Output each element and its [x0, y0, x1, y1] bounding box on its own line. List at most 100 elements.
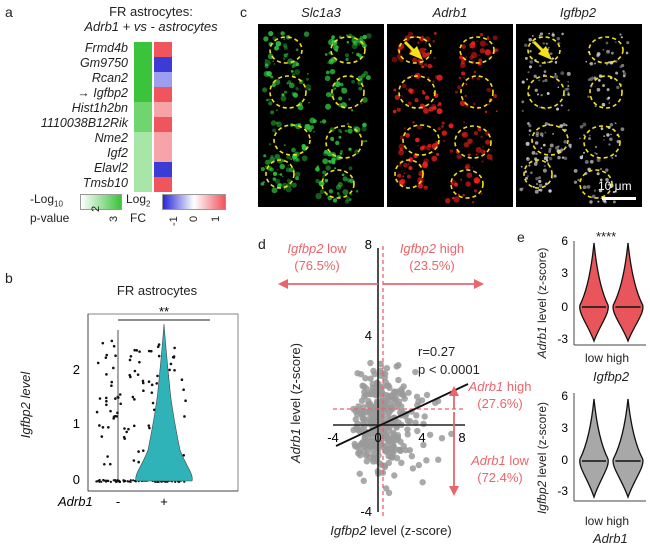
scatter-point [355, 403, 362, 410]
panel-b-point [173, 368, 176, 372]
signal-speck [622, 70, 625, 73]
panel-e-sig: **** [596, 229, 617, 244]
panel-e-top-xticks: low high [585, 351, 630, 365]
cell-outline [450, 169, 484, 199]
signal-speck [548, 156, 553, 161]
scatter-point [423, 391, 431, 399]
panel-b-point [127, 480, 131, 483]
signal-speck [294, 69, 301, 76]
signal-speck [595, 152, 598, 155]
signal-speck [291, 73, 296, 77]
signal-speck [277, 183, 282, 188]
signal-speck [463, 121, 466, 124]
micrograph-igfbp2 [516, 24, 642, 207]
cell-outline [579, 169, 613, 199]
panel-b-point [156, 480, 159, 484]
signal-speck [424, 63, 428, 67]
signal-speck [399, 135, 405, 140]
signal-speck [284, 90, 288, 94]
signal-speck [421, 65, 425, 69]
panel-b-point [149, 349, 153, 353]
signal-speck [484, 49, 491, 56]
signal-speck [459, 100, 466, 107]
panel-b-point [98, 424, 101, 427]
signal-speck [322, 158, 328, 165]
signal-speck [355, 190, 359, 193]
signal-speck [539, 132, 544, 137]
scatter-point [378, 389, 386, 396]
regression-line [335, 383, 469, 447]
panel-b-point [118, 480, 122, 484]
scatter-point [363, 409, 371, 416]
panel-d-ytick-8: 8 [365, 237, 372, 252]
gene-name: Hist1h2bn [71, 101, 128, 115]
signal-speck [579, 155, 584, 160]
signal-speck [344, 199, 349, 204]
signal-speck [614, 59, 618, 63]
signal-speck [407, 163, 410, 165]
signal-speck [616, 139, 620, 144]
signal-speck [478, 54, 481, 57]
signal-speck [614, 122, 617, 125]
micrograph-adrb1 [387, 24, 513, 207]
signal-speck [268, 98, 271, 102]
cell-outline [325, 125, 363, 159]
signal-speck [588, 137, 591, 140]
signal-speck [281, 175, 284, 178]
panel-b-point [171, 355, 175, 359]
signal-speck [487, 38, 490, 41]
panel-b-point [118, 393, 122, 396]
signal-speck [533, 162, 538, 166]
scatter-point [397, 446, 404, 454]
signal-speck [272, 60, 275, 63]
signal-speck [416, 144, 419, 147]
signal-speck [609, 123, 614, 127]
scatter-point [373, 398, 381, 405]
signal-speck [480, 192, 483, 195]
arrow-adrb1-high-head [449, 386, 459, 396]
signal-speck [588, 134, 591, 137]
signal-speck [280, 95, 287, 102]
panel-b-point [184, 399, 187, 402]
signal-speck [480, 149, 486, 155]
signal-speck [456, 154, 462, 160]
signal-speck [411, 74, 413, 77]
signal-speck [596, 52, 601, 56]
panel-e-top-violins: 6 3 0 -3 [557, 235, 646, 346]
signal-speck [444, 197, 451, 204]
signal-speck [589, 159, 594, 164]
signal-speck [283, 38, 286, 41]
signal-speck [475, 146, 482, 153]
scatter-point [395, 362, 402, 369]
signal-speck [303, 31, 310, 37]
signal-speck [294, 171, 301, 177]
signal-speck [338, 135, 342, 139]
signal-speck [607, 61, 611, 64]
cell-outline [454, 125, 492, 159]
gene-name: 1110038B12Rik [40, 116, 128, 130]
pvalue-label-text2: p-value [30, 211, 70, 226]
signal-speck [542, 143, 546, 147]
signal-speck [525, 176, 529, 180]
signal-speck [471, 51, 478, 59]
signal-speck [478, 58, 482, 63]
panel-b-point [129, 480, 132, 483]
signal-speck [281, 93, 285, 97]
scatter-point [438, 434, 446, 442]
panel-b-point [151, 401, 155, 405]
signal-speck [610, 51, 614, 55]
scatter-point [352, 425, 360, 433]
signal-speck [529, 171, 533, 175]
signal-speck [315, 166, 320, 172]
channel-label-igfbp2: Igfbp2 [559, 5, 597, 20]
signal-speck [264, 59, 271, 66]
panel-b-group-pos: + [160, 494, 168, 509]
scatter-point [395, 398, 403, 405]
panel-b-point [112, 366, 115, 370]
fc-tick-0: 0 [188, 215, 200, 222]
panel-d-xlabel-rest: level (z-score) [366, 523, 452, 538]
panel-b-point [125, 430, 128, 434]
signal-speck [626, 41, 630, 45]
signal-speck [476, 40, 479, 43]
cell-outline [459, 36, 495, 64]
